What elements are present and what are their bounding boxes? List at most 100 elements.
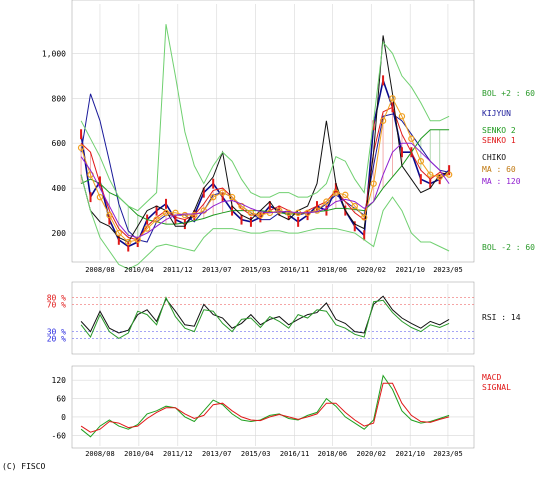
price-candle [419,174,422,185]
series-line-bol-2-60 [80,24,450,212]
rsi-legend: RSI : 14 [482,313,521,322]
x-tick-label: 2018/06 [318,266,348,274]
ma60-point [389,95,396,102]
y-tick-label: 600 [52,139,67,148]
ma60-point [153,216,160,223]
series-line-bol-2-60 [80,174,450,270]
series-line-ma-120 [80,142,450,239]
price-candle [165,198,168,209]
price-candle [429,178,432,189]
price-y-ticks: 200 400 600 800 1,000 [42,49,66,238]
ma60-point [342,191,349,199]
price-candle [448,165,451,176]
x-tick-label: 2023/05 [433,450,463,458]
price-candle [363,230,366,241]
ma60-point [370,180,377,187]
price-candle [334,183,337,194]
ma60-point [115,229,123,237]
legend-bol-upper: BOL +2 : 60 [482,89,535,98]
price-candle [372,120,375,131]
ma60-point [427,171,434,178]
macd-x-ticks: 2008/08 2010/04 2011/12 2013/07 2015/03 2016/… [85,450,463,458]
ma60-point [228,193,236,201]
ma60-point [445,171,453,178]
ma60-point [408,135,415,142]
price-candle [249,216,252,227]
legend-rsi: RSI : 14 [482,313,521,322]
price-candle [400,147,403,158]
ma60-point [360,214,368,221]
x-tick-label: 2011/12 [163,266,193,274]
price-candle [108,214,111,225]
copyright-text: (C) FISCO [2,462,46,471]
y-tick-label: 800 [52,94,67,103]
macd-series-lines [80,374,450,438]
price-candle [98,176,101,187]
series-line-signal [80,382,450,433]
price-candle [155,205,158,216]
y-tick-label: 200 [52,229,67,238]
ma60-point [351,202,358,210]
macd-grid [72,368,474,446]
legend-ma60: MA : 60 [482,165,516,174]
x-tick-label: 2013/07 [202,450,232,458]
x-tick-label: 2016/11 [280,266,310,274]
legend-senko2: SENKO 2 [482,126,516,135]
legend-bol-lower: BOL -2 : 60 [482,243,535,252]
price-candle [240,214,243,225]
price-candle [212,178,215,189]
ma60-point [323,198,330,205]
y-tick-label: 30 % [47,328,66,337]
x-tick-label: 2020/02 [357,450,387,458]
x-tick-label: 2023/05 [433,266,463,274]
x-tick-label: 2008/08 [85,450,115,458]
ma60-point [332,189,340,196]
ma60-point [191,211,198,219]
ma60-point [398,113,406,120]
price-candle [117,234,120,245]
price-candle [174,214,177,225]
price-candle [183,219,186,230]
x-tick-label: 2013/07 [202,266,232,274]
y-tick-label: -60 [52,431,67,440]
x-tick-label: 2015/03 [241,450,271,458]
series-line-kijyun [80,93,450,243]
x-tick-label: 2011/12 [163,450,193,458]
ma60-point [247,209,255,217]
legend-ma120: MA : 120 [482,177,521,186]
ma60-point [77,144,85,151]
rsi-panel: 80 %70 % 30 %20 % [47,281,475,355]
y-tick-label: 120 [52,376,67,385]
x-tick-label: 2015/03 [241,266,271,274]
ma60-point [106,211,113,219]
x-tick-label: 2008/08 [85,266,115,274]
price-candle [221,192,224,203]
ma60-point [219,189,226,196]
rsi-y-ticks: 80 %70 % 30 %20 % [47,294,66,344]
ma60-point [181,211,189,219]
x-tick-label: 2020/02 [357,266,387,274]
y-tick-label: 20 % [47,334,66,343]
price-candle [127,241,130,252]
legend-macd: MACD [482,373,501,382]
y-tick-label: 400 [52,184,67,193]
series-line-senko-2 [80,129,450,225]
macd-legend: MACD SIGNAL [482,373,511,392]
series-line-price [80,77,450,248]
y-tick-label: 60 [56,395,66,404]
legend-chiko: CHIKO [482,153,506,162]
price-x-ticks: 2008/08 2010/04 2011/12 2013/07 2015/03 2016/… [85,266,463,274]
price-series-lines [77,24,453,270]
x-tick-label: 2010/04 [124,266,154,274]
x-tick-label: 2021/10 [395,266,425,274]
y-tick-label: 1,000 [42,49,66,58]
legend-signal: SIGNAL [482,383,511,392]
price-candle [202,187,205,198]
ma60-point [285,209,292,217]
ma60-point [276,207,283,214]
price-candle [353,221,356,232]
series-line-chiko [80,35,450,243]
